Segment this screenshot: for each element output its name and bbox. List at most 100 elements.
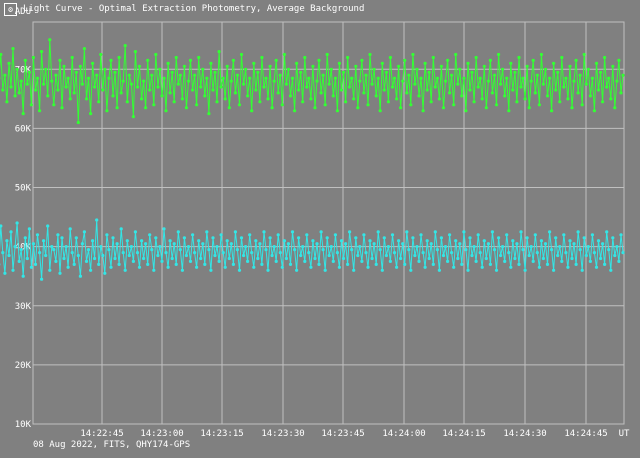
y-tick-label: 40K xyxy=(15,243,32,253)
data-point xyxy=(376,76,380,80)
data-point xyxy=(229,79,233,83)
data-point xyxy=(348,85,352,89)
data-point xyxy=(178,73,182,77)
data-point xyxy=(272,245,276,249)
data-point xyxy=(429,242,433,246)
data-point xyxy=(497,236,501,240)
data-point xyxy=(558,100,562,104)
data-point xyxy=(478,76,482,80)
data-point xyxy=(572,242,576,246)
data-point xyxy=(476,85,480,89)
data-point xyxy=(188,58,193,63)
data-point xyxy=(101,88,105,92)
data-point xyxy=(380,61,384,65)
data-point xyxy=(174,262,178,266)
data-point xyxy=(111,94,115,98)
data-point xyxy=(507,109,511,113)
data-point xyxy=(437,97,441,101)
data-point xyxy=(103,67,107,71)
data-point xyxy=(127,253,131,258)
data-point xyxy=(354,64,358,68)
data-point xyxy=(590,76,595,80)
data-point xyxy=(199,256,203,261)
data-point xyxy=(344,100,348,104)
data-point xyxy=(290,76,295,80)
data-point xyxy=(523,97,527,101)
data-point xyxy=(205,230,209,234)
data-point xyxy=(211,88,215,92)
data-point xyxy=(476,233,480,237)
data-point xyxy=(333,233,337,237)
data-point xyxy=(566,97,570,101)
data-point xyxy=(407,248,411,252)
data-point xyxy=(452,103,456,107)
data-point xyxy=(564,76,568,80)
data-point xyxy=(582,52,586,57)
data-point xyxy=(288,262,293,266)
data-point xyxy=(331,259,335,263)
data-point xyxy=(492,73,497,77)
data-point xyxy=(286,242,290,246)
data-point xyxy=(433,85,437,89)
data-point xyxy=(333,76,337,80)
data-point xyxy=(225,64,229,68)
data-point xyxy=(560,259,564,263)
data-point xyxy=(119,227,123,231)
data-point xyxy=(484,256,488,261)
data-point xyxy=(352,97,356,101)
data-point xyxy=(409,103,413,107)
data-point xyxy=(278,251,282,255)
data-point xyxy=(413,253,417,258)
data-point xyxy=(425,88,429,92)
data-point xyxy=(258,242,262,246)
data-point xyxy=(327,253,331,258)
data-point xyxy=(321,73,325,77)
data-point xyxy=(590,233,595,237)
data-point xyxy=(135,85,140,89)
data-point xyxy=(519,230,523,234)
data-point xyxy=(215,245,219,249)
data-point xyxy=(209,268,213,272)
data-point xyxy=(307,251,311,255)
data-point xyxy=(592,251,597,255)
data-point xyxy=(117,55,121,60)
data-point xyxy=(40,50,44,54)
data-point xyxy=(337,265,341,269)
data-point xyxy=(586,67,590,71)
data-point xyxy=(142,79,146,83)
data-point xyxy=(252,265,256,269)
data-point xyxy=(178,248,182,252)
data-point xyxy=(95,73,99,77)
data-point xyxy=(611,64,615,68)
data-point xyxy=(497,52,501,57)
x-tick-label: 14:22:45 xyxy=(80,429,123,439)
data-point xyxy=(80,82,84,86)
data-point xyxy=(417,94,421,98)
data-point xyxy=(380,268,384,272)
data-point xyxy=(427,256,431,261)
data-point xyxy=(27,70,31,74)
data-point xyxy=(7,61,11,65)
data-point xyxy=(462,76,466,80)
data-point xyxy=(107,76,111,80)
data-point xyxy=(264,76,268,80)
data-point xyxy=(548,230,552,234)
data-point xyxy=(260,55,264,60)
data-point xyxy=(562,85,566,89)
data-point xyxy=(162,76,166,80)
data-point xyxy=(517,262,521,266)
data-point xyxy=(193,251,197,255)
data-point xyxy=(195,265,199,269)
data-point xyxy=(23,58,27,63)
plot-frame xyxy=(32,21,625,425)
x-tick-label: 14:24:15 xyxy=(442,429,485,439)
data-point xyxy=(123,268,127,272)
data-point xyxy=(13,94,17,98)
data-point xyxy=(411,236,415,240)
data-point xyxy=(466,268,470,272)
data-point xyxy=(415,245,419,249)
data-point xyxy=(140,239,144,243)
data-point xyxy=(378,248,382,252)
data-point xyxy=(203,94,207,98)
